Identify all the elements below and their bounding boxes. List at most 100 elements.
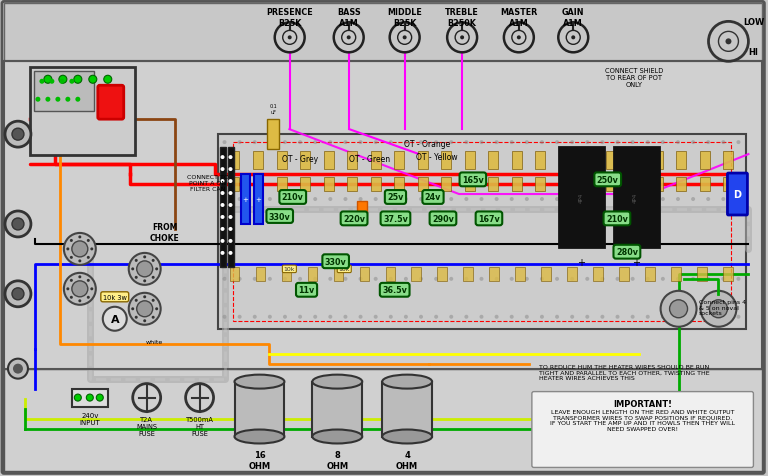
Circle shape xyxy=(220,192,224,196)
Circle shape xyxy=(389,141,392,145)
Circle shape xyxy=(343,198,347,201)
Circle shape xyxy=(104,76,112,84)
Circle shape xyxy=(676,141,680,145)
Circle shape xyxy=(220,156,224,160)
Circle shape xyxy=(495,198,498,201)
Bar xyxy=(700,178,710,192)
Circle shape xyxy=(253,315,257,319)
Circle shape xyxy=(646,141,650,145)
Circle shape xyxy=(87,296,90,299)
Bar xyxy=(230,178,240,192)
Circle shape xyxy=(283,277,287,281)
Circle shape xyxy=(631,277,634,281)
Circle shape xyxy=(389,315,392,319)
Circle shape xyxy=(540,315,544,319)
Bar xyxy=(241,175,250,225)
Circle shape xyxy=(220,228,224,231)
Bar xyxy=(606,178,616,192)
Circle shape xyxy=(570,141,574,145)
Circle shape xyxy=(615,277,620,281)
Bar xyxy=(371,178,381,192)
Circle shape xyxy=(229,216,233,219)
Circle shape xyxy=(137,261,153,277)
Bar xyxy=(488,152,498,170)
Circle shape xyxy=(12,218,24,230)
Circle shape xyxy=(329,315,333,319)
Circle shape xyxy=(151,299,154,302)
Bar xyxy=(72,389,108,407)
Bar xyxy=(559,178,569,192)
Circle shape xyxy=(404,315,408,319)
Circle shape xyxy=(691,198,695,201)
Circle shape xyxy=(540,198,544,201)
Circle shape xyxy=(65,98,71,102)
Circle shape xyxy=(229,192,233,196)
Text: 10k: 10k xyxy=(283,267,295,272)
Ellipse shape xyxy=(382,430,432,444)
Bar xyxy=(559,152,569,170)
Circle shape xyxy=(5,122,31,148)
Text: IMPORTANT!: IMPORTANT! xyxy=(613,399,672,408)
Ellipse shape xyxy=(234,375,284,389)
Circle shape xyxy=(313,277,317,281)
Text: 16
OHM: 16 OHM xyxy=(248,450,270,470)
Circle shape xyxy=(359,315,362,319)
Bar xyxy=(568,268,578,281)
Circle shape xyxy=(707,315,710,319)
Bar xyxy=(511,152,521,170)
Circle shape xyxy=(661,315,665,319)
Circle shape xyxy=(465,198,468,201)
Circle shape xyxy=(449,141,453,145)
Circle shape xyxy=(585,198,589,201)
Circle shape xyxy=(220,239,224,243)
Circle shape xyxy=(64,233,96,265)
Bar xyxy=(300,178,310,192)
Circle shape xyxy=(479,198,484,201)
Bar xyxy=(541,268,551,281)
Circle shape xyxy=(419,198,423,201)
Circle shape xyxy=(253,198,257,201)
Circle shape xyxy=(59,79,65,85)
Bar xyxy=(700,152,710,170)
Circle shape xyxy=(343,277,347,281)
Bar xyxy=(418,152,428,170)
Circle shape xyxy=(223,141,227,145)
Text: 330v: 330v xyxy=(269,212,290,221)
Circle shape xyxy=(465,277,468,281)
Text: 8
OHM: 8 OHM xyxy=(326,450,349,470)
Bar xyxy=(515,268,525,281)
Circle shape xyxy=(143,296,146,298)
Text: 4
OHM: 4 OHM xyxy=(396,450,419,470)
Circle shape xyxy=(676,277,680,281)
Bar xyxy=(464,268,474,281)
Circle shape xyxy=(646,277,650,281)
Circle shape xyxy=(229,251,233,255)
Circle shape xyxy=(66,288,69,291)
Text: 330v: 330v xyxy=(325,257,346,266)
Circle shape xyxy=(313,141,317,145)
Bar xyxy=(230,152,240,170)
Circle shape xyxy=(449,315,453,319)
Circle shape xyxy=(676,315,680,319)
Circle shape xyxy=(70,239,73,242)
Text: +: + xyxy=(631,258,640,268)
Ellipse shape xyxy=(382,375,432,389)
Text: OT - Orange: OT - Orange xyxy=(404,139,450,149)
Circle shape xyxy=(64,273,96,305)
Circle shape xyxy=(434,315,438,319)
Circle shape xyxy=(223,315,227,319)
Text: 167v: 167v xyxy=(478,214,500,223)
Circle shape xyxy=(151,316,154,319)
Circle shape xyxy=(555,277,559,281)
Bar xyxy=(723,268,733,281)
Circle shape xyxy=(87,257,90,259)
Circle shape xyxy=(220,251,224,255)
Circle shape xyxy=(268,141,272,145)
Circle shape xyxy=(298,315,302,319)
Bar xyxy=(34,72,94,112)
Bar xyxy=(418,178,428,192)
Circle shape xyxy=(615,141,620,145)
Text: FROM
CHOKE: FROM CHOKE xyxy=(150,223,180,242)
Text: +: + xyxy=(243,197,248,203)
Text: A: A xyxy=(111,314,119,324)
